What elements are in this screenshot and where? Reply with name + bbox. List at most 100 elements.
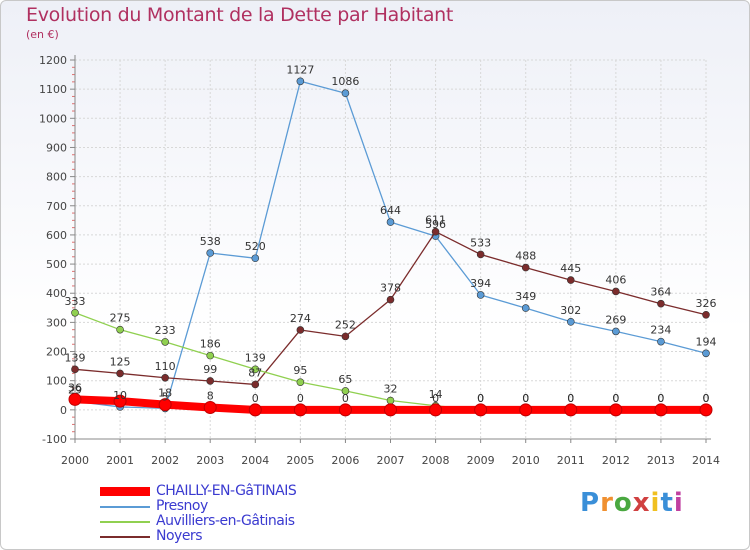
y-tick-label: 800: [46, 171, 67, 184]
data-label: 14: [429, 388, 443, 401]
y-tick-label: 100: [46, 375, 67, 388]
data-point: [248, 403, 262, 417]
x-tick-label: 2003: [196, 454, 224, 467]
data-point: [564, 403, 578, 417]
data-point: [521, 304, 530, 312]
data-point: [113, 394, 127, 408]
logo-letter: P: [580, 488, 601, 518]
data-point: [161, 338, 169, 346]
data-label: 333: [65, 295, 86, 308]
data-label: 0: [522, 392, 529, 405]
data-label: 596: [425, 218, 446, 231]
logo-letter: r: [600, 488, 614, 518]
data-point: [206, 351, 215, 360]
data-point: [296, 378, 305, 386]
data-label: 0: [522, 392, 529, 405]
x-tick-label: 2007: [377, 454, 405, 467]
data-point: [612, 287, 620, 296]
legend-label: Presnoy: [156, 498, 208, 514]
x-tick-label: 2004: [241, 454, 269, 467]
y-tick-label: 200: [46, 346, 67, 359]
data-point: [206, 249, 215, 257]
data-label: 0: [612, 392, 619, 405]
y-tick-label: 400: [46, 287, 67, 300]
data-point: [71, 308, 79, 317]
x-tick-label: 2014: [692, 454, 720, 467]
data-label: 139: [65, 351, 86, 364]
data-label: 125: [110, 355, 131, 368]
proxiti-logo: Proxiti: [580, 488, 684, 518]
data-point: [476, 250, 485, 259]
legend-label: Noyers: [156, 528, 203, 544]
data-label: 378: [380, 282, 401, 295]
legend-item-auvilliers: Auvilliers-en-Gâtinais: [100, 514, 296, 529]
data-point: [71, 365, 79, 374]
data-point: [386, 295, 395, 304]
data-point: [251, 254, 260, 263]
data-point: [702, 349, 710, 358]
data-label: 275: [110, 312, 131, 325]
data-label: 0: [703, 392, 710, 405]
legend-swatch-presnoy: [100, 505, 150, 508]
data-point: [116, 369, 124, 378]
legend-item-noyers: Noyers: [100, 529, 296, 544]
data-point: [341, 89, 350, 98]
legend-item-chailly: CHAILLY-EN-GâTINAIS: [100, 484, 297, 499]
legend-label: Auvilliers-en-Gâtinais: [156, 513, 295, 529]
data-label: 0: [477, 392, 484, 405]
data-label: 233: [155, 324, 176, 337]
data-point: [474, 403, 488, 417]
data-label: 0: [567, 392, 574, 405]
data-label: 488: [515, 250, 536, 263]
data-label: 326: [696, 297, 717, 310]
data-point: [657, 337, 665, 346]
legend-swatch-chailly: [100, 487, 150, 496]
y-tick-label: 1200: [39, 54, 67, 67]
data-point: [429, 403, 443, 417]
data-label: 0: [297, 392, 304, 405]
data-label: 36: [68, 381, 82, 394]
data-point: [609, 403, 623, 417]
data-point: [386, 218, 395, 226]
data-label: 0: [477, 392, 484, 405]
data-point: [203, 401, 217, 415]
x-tick-label: 2008: [422, 454, 450, 467]
x-tick-label: 2000: [61, 454, 89, 467]
data-label: 234: [650, 324, 671, 337]
data-label: 32: [384, 383, 398, 396]
data-point: [657, 299, 665, 308]
data-point: [296, 77, 305, 86]
legend-swatch-auvilliers: [100, 520, 150, 523]
data-label: 87: [248, 366, 262, 379]
data-point: [566, 276, 575, 284]
logo-letter: o: [613, 488, 633, 518]
data-label: 349: [515, 290, 536, 303]
data-label: 406: [605, 273, 626, 286]
data-point: [386, 396, 395, 405]
chart-subtitle: (en €): [26, 28, 59, 41]
data-label: 445: [560, 262, 581, 275]
x-tick-label: 2013: [647, 454, 675, 467]
data-point: [654, 403, 668, 417]
data-point: [521, 263, 530, 272]
logo-letter: x: [632, 488, 651, 518]
data-label: 0: [612, 392, 619, 405]
x-tick-label: 2001: [106, 454, 134, 467]
data-label: 0: [657, 392, 664, 405]
data-label: 0: [342, 392, 349, 405]
data-label: 538: [200, 235, 221, 248]
data-point: [341, 387, 350, 395]
y-tick-label: 500: [46, 258, 67, 271]
data-label: 10: [113, 389, 127, 402]
data-point: [206, 377, 215, 385]
legend-swatch-noyers: [100, 535, 150, 538]
y-tick-label: 0: [60, 404, 67, 417]
logo-letter: i: [673, 488, 684, 518]
y-tick-label: 600: [46, 229, 67, 242]
y-tick-label: 900: [46, 141, 67, 154]
x-tick-label: 2012: [602, 454, 630, 467]
data-label: 95: [293, 364, 307, 377]
y-tick-label: -100: [42, 433, 67, 446]
data-point: [251, 380, 260, 389]
